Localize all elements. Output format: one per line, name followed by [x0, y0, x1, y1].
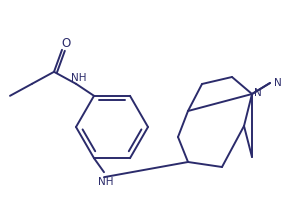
Text: N: N [254, 88, 262, 97]
Text: N: N [274, 78, 282, 88]
Text: NH: NH [98, 176, 114, 186]
Text: O: O [61, 37, 71, 50]
Text: NH: NH [71, 73, 87, 82]
